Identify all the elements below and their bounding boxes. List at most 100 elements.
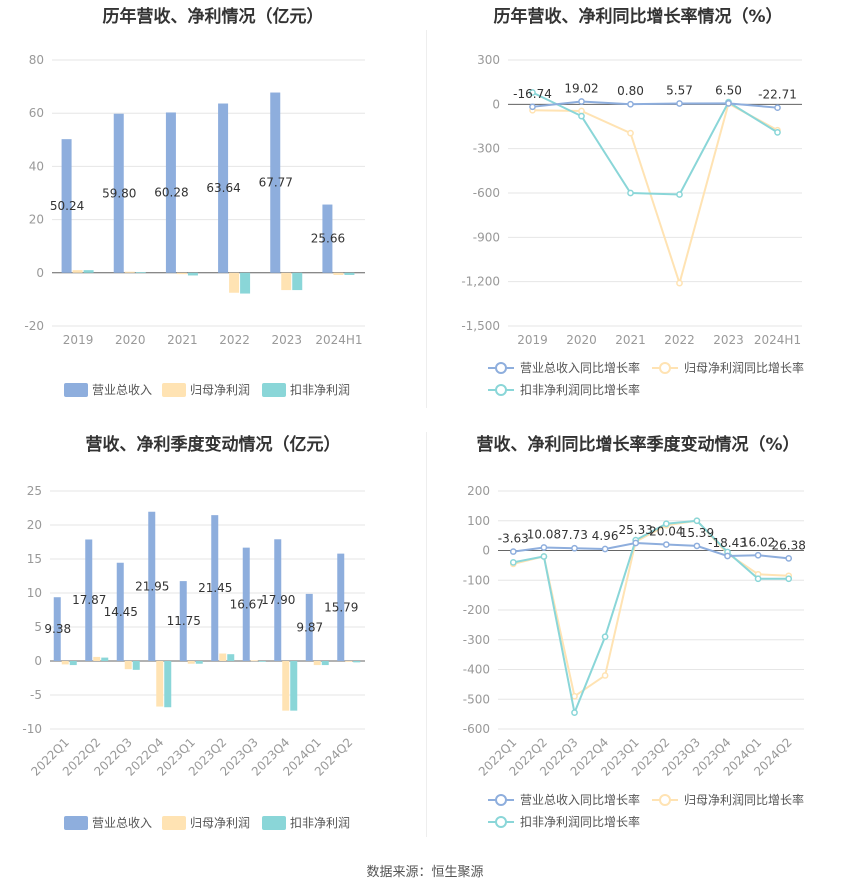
annual-growth-rate-chart: 历年营收、净利同比增长率情况（%） 300 0 -300 -600 -900 -1,200… bbox=[426, 0, 850, 410]
data-label: 60.28 bbox=[154, 186, 188, 200]
y-tick-label: 60 bbox=[29, 106, 44, 120]
bar bbox=[345, 661, 353, 662]
data-label: 0.80 bbox=[617, 84, 644, 98]
y-tick-label: 100 bbox=[467, 514, 490, 528]
data-label: 9.87 bbox=[296, 620, 323, 634]
bar bbox=[229, 272, 240, 293]
y-tick-label: 0 bbox=[482, 544, 490, 558]
bar bbox=[116, 562, 124, 661]
series-point bbox=[571, 692, 578, 700]
y-tick-label: -20 bbox=[24, 319, 44, 333]
series-point bbox=[662, 541, 670, 548]
quarterly-growth-rate-chart: 营收、净利同比增长率季度变动情况（%） 200 100 0 -100 -200 -300 -… bbox=[426, 428, 850, 858]
series-point bbox=[627, 189, 634, 197]
y-tick-label: 200 bbox=[467, 484, 490, 498]
x-tick-label: 2024H1 bbox=[754, 333, 801, 347]
y-tick-label: -300 bbox=[473, 142, 500, 156]
data-label: 63.64 bbox=[206, 181, 240, 195]
x-tick-label: 2023 bbox=[271, 333, 302, 347]
series-point bbox=[529, 89, 536, 96]
bar bbox=[270, 92, 281, 273]
legend-marker bbox=[495, 816, 507, 828]
series-point bbox=[754, 575, 762, 583]
data-label: 4.96 bbox=[592, 529, 619, 543]
data-label: 20.04 bbox=[649, 525, 683, 539]
bar bbox=[61, 139, 72, 273]
series-point bbox=[693, 542, 701, 550]
data-label: -18.43 bbox=[708, 536, 747, 550]
bar bbox=[274, 539, 282, 661]
y-tick-label: -1,200 bbox=[461, 275, 500, 289]
y-tick-label: -200 bbox=[463, 603, 490, 617]
bar bbox=[333, 272, 344, 275]
y-tick-label: -600 bbox=[463, 722, 490, 736]
series-point bbox=[578, 112, 585, 120]
series-point bbox=[774, 129, 781, 136]
series-point bbox=[578, 98, 585, 105]
data-label: 25.66 bbox=[311, 232, 345, 246]
series-line bbox=[513, 519, 789, 717]
bar bbox=[281, 272, 292, 291]
legend-label: 归母净利润 bbox=[190, 383, 250, 397]
series-point bbox=[676, 100, 683, 107]
bar bbox=[187, 661, 195, 664]
chart-title: 营收、净利同比增长率季度变动情况（%） bbox=[476, 435, 800, 455]
vertical-divider-top bbox=[426, 30, 427, 408]
data-label: 5.57 bbox=[666, 84, 693, 98]
legend-swatch bbox=[162, 816, 186, 830]
x-tick-label: 2020 bbox=[566, 333, 597, 347]
data-label: 19.02 bbox=[564, 82, 598, 96]
chart-svg: 2001000-100-200-300-400-500-6002022Q1202… bbox=[463, 484, 806, 829]
series-point bbox=[785, 575, 793, 583]
legend-label: 营业总收入 bbox=[92, 383, 152, 397]
legend-label: 归母净利润同比增长率 bbox=[684, 360, 804, 375]
series-point bbox=[540, 553, 548, 560]
series-line bbox=[532, 91, 779, 196]
bar bbox=[176, 272, 187, 275]
series-point bbox=[725, 100, 732, 107]
bar bbox=[242, 547, 250, 661]
legend-label: 扣非净利润同比增长率 bbox=[520, 814, 640, 829]
bar bbox=[179, 581, 187, 661]
y-tick-label: -5 bbox=[30, 688, 42, 702]
data-label: 15.79 bbox=[324, 600, 358, 614]
data-label: 10.08 bbox=[527, 528, 561, 542]
bar bbox=[85, 539, 93, 661]
vertical-divider-bottom bbox=[426, 432, 427, 837]
series-point bbox=[785, 554, 793, 562]
y-tick-label: -500 bbox=[463, 692, 490, 706]
bar bbox=[211, 515, 219, 661]
legend-label: 营业总收入 bbox=[92, 816, 152, 830]
series-point bbox=[540, 544, 548, 551]
legend-swatch bbox=[262, 383, 286, 397]
bar bbox=[250, 660, 258, 662]
data-label: -22.71 bbox=[758, 88, 797, 102]
bar bbox=[69, 661, 77, 666]
x-tick-label: 2020 bbox=[115, 333, 146, 347]
series-line bbox=[532, 100, 778, 109]
chart-title: 历年营收、净利情况（亿元） bbox=[102, 7, 324, 27]
annual-revenue-profit-chart: 历年营收、净利情况（亿元） 80 60 40 20 0 -20 2019 2020 2021 20… bbox=[0, 0, 426, 410]
legend-marker bbox=[495, 362, 507, 374]
bar bbox=[101, 657, 109, 661]
x-tick-label: 2024H1 bbox=[315, 333, 362, 347]
chart-title: 历年营收、净利同比增长率情况（%） bbox=[493, 7, 783, 27]
series-point bbox=[571, 709, 578, 716]
series-point bbox=[509, 548, 517, 555]
y-tick-label: -400 bbox=[463, 663, 490, 677]
series-line bbox=[513, 541, 789, 560]
y-tick-label: 15 bbox=[27, 552, 42, 566]
series-point bbox=[529, 103, 536, 111]
legend-marker bbox=[495, 794, 507, 806]
bar bbox=[61, 661, 69, 665]
bar bbox=[195, 661, 203, 664]
x-tick-label: 2019 bbox=[63, 333, 94, 347]
bar bbox=[72, 270, 83, 273]
series-point bbox=[601, 545, 609, 553]
bar bbox=[132, 661, 140, 670]
y-tick-label: 300 bbox=[477, 53, 500, 67]
series-point bbox=[774, 104, 781, 112]
y-tick-label: 20 bbox=[27, 518, 42, 532]
series-point bbox=[571, 544, 578, 552]
data-label: 17.87 bbox=[72, 593, 106, 607]
